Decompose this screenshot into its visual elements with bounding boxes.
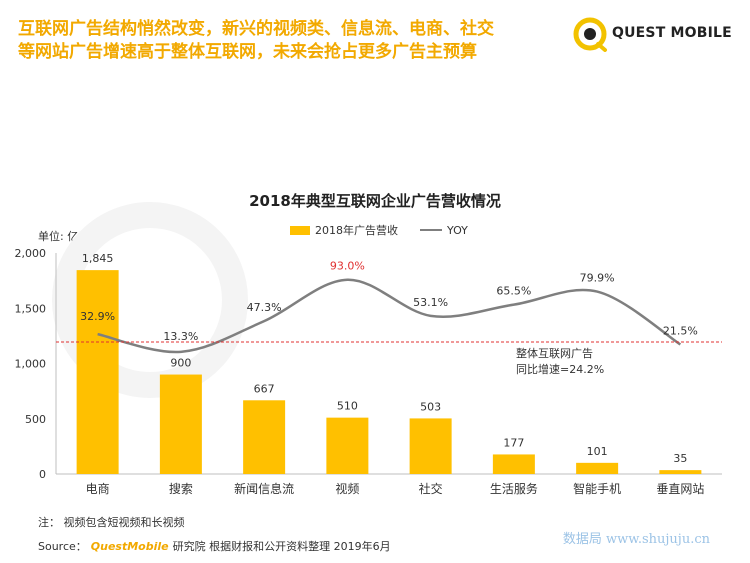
quest-mobile-logo-icon	[573, 17, 607, 52]
x-tick-label: 智能手机	[573, 481, 621, 496]
x-tick-label: 搜索	[169, 481, 193, 496]
yoy-value-label: 65.5%	[496, 285, 531, 298]
x-tick-label: 电商	[86, 481, 110, 496]
source-suffix: 研究院 根据财报和公开资料整理 2019年6月	[172, 540, 391, 553]
bar	[576, 462, 619, 474]
x-tick-label: 视频	[335, 481, 359, 496]
headline-line-2: 等网站广告增速高于整体互联网，未来会抢占更多广告主预算	[18, 42, 477, 62]
x-tick-label: 社交	[419, 481, 443, 496]
yoy-value-label: 32.9%	[80, 310, 115, 323]
reference-label-line-2: 同比增速=24.2%	[516, 362, 604, 376]
watermark-emblem	[52, 202, 248, 398]
bar-value-label: 101	[587, 445, 608, 458]
logo-text: QUEST MOBILE	[612, 25, 732, 41]
y-tick-label: 1,500	[15, 302, 47, 315]
bar-value-label: 510	[337, 400, 358, 413]
bar-value-label: 667	[254, 382, 275, 395]
y-tick-label: 1,000	[15, 358, 47, 371]
x-tick-label: 垂直网站	[656, 482, 704, 496]
bar	[76, 270, 119, 474]
bar-value-label: 177	[503, 436, 524, 449]
y-tick-label: 2,000	[15, 247, 47, 260]
yoy-value-label: 13.3%	[163, 330, 198, 343]
yoy-value-label: 93.0%	[330, 260, 365, 273]
bar	[243, 400, 286, 474]
yoy-value-label: 53.1%	[413, 296, 448, 309]
chart-title: 2018年典型互联网企业广告营收情况	[249, 192, 501, 210]
footnote: 注： 视频包含短视频和长视频	[38, 516, 185, 529]
logo: QUEST MOBILE	[572, 14, 742, 54]
bar	[159, 374, 202, 474]
headline-line-1: 互联网广告结构悄然改变，新兴的视频类、信息流、电商、社交	[18, 19, 494, 39]
yoy-value-label: 79.9%	[580, 272, 615, 285]
source-brand: QuestMobile	[90, 540, 169, 553]
watermark: 数据局 www.shujuju.cn	[562, 532, 710, 547]
bar-value-label: 35	[673, 452, 687, 465]
source: Source： QuestMobile 研究院 根据财报和公开资料整理 2019年6…	[38, 538, 391, 554]
bar-value-label: 503	[420, 400, 441, 413]
bar	[326, 417, 369, 474]
bar	[492, 454, 535, 474]
source-prefix: Source：	[38, 540, 87, 553]
bar	[409, 418, 452, 474]
bar-value-label: 900	[170, 357, 191, 370]
yoy-value-label: 21.5%	[663, 324, 698, 337]
legend-line-swatch	[420, 229, 442, 231]
bar	[659, 470, 702, 474]
legend-line-label: YOY	[447, 223, 468, 237]
headline: 互联网广告结构悄然改变，新兴的视频类、信息流、电商、社交 等网站广告增速高于整体…	[18, 18, 578, 64]
x-tick-label: 新闻信息流	[234, 481, 294, 496]
legend-bar-label: 2018年广告营收	[315, 224, 398, 237]
yoy-value-label: 47.3%	[247, 301, 282, 314]
y-tick-label: 0	[39, 468, 46, 481]
yoy-line	[97, 278, 682, 354]
reference-label-line-1: 整体互联网广告	[516, 346, 593, 360]
chart-legend: 2018年广告营收 YOY	[290, 222, 468, 238]
bar-value-label: 1,845	[82, 252, 114, 265]
x-tick-label: 生活服务	[490, 481, 538, 496]
y-tick-label: 500	[25, 413, 46, 426]
legend-bar-swatch	[290, 225, 310, 235]
